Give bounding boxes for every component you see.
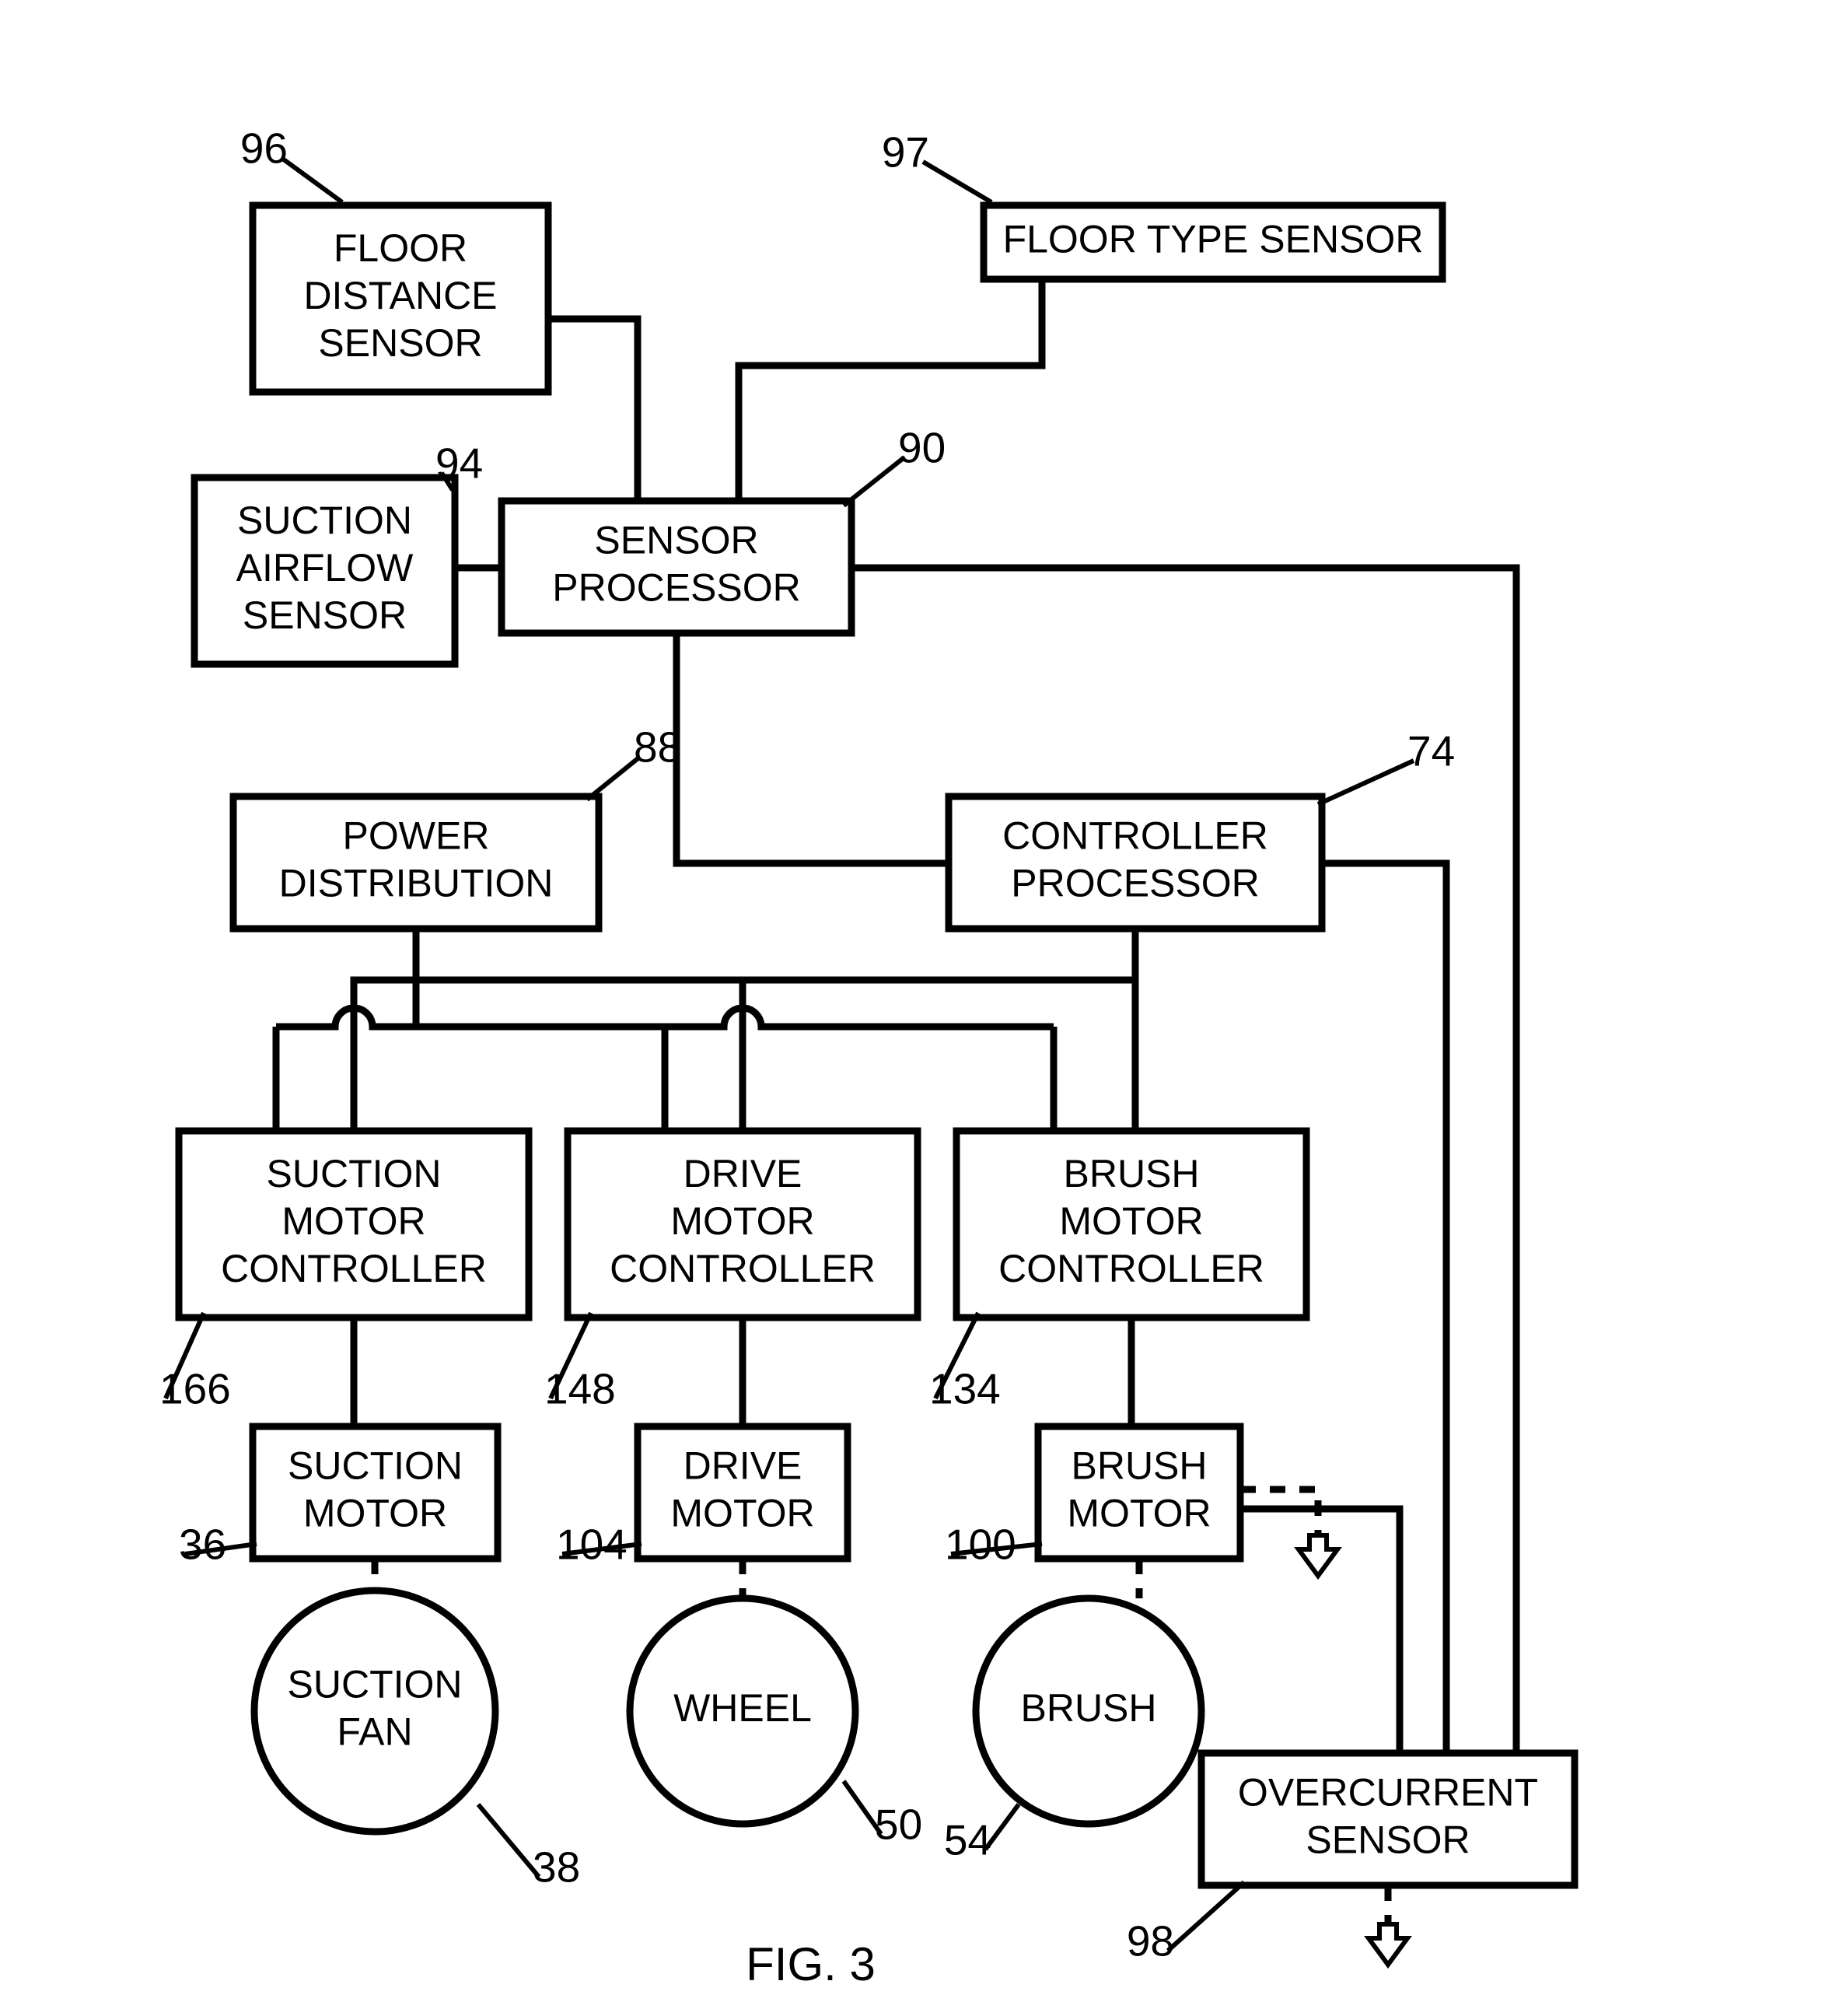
ref-label: 88 bbox=[634, 723, 681, 772]
power-distribution-label: POWER bbox=[343, 814, 490, 858]
floor-distance-sensor-label: SENSOR bbox=[318, 321, 482, 365]
overcurrent-sensor-label: OVERCURRENT bbox=[1238, 1771, 1538, 1815]
ref-leader bbox=[1318, 761, 1414, 804]
ref-label: 134 bbox=[929, 1365, 1001, 1413]
wire bbox=[1322, 863, 1446, 1753]
ref-label: 148 bbox=[544, 1365, 616, 1413]
floor-distance-sensor-label: DISTANCE bbox=[303, 274, 497, 317]
controller-processor-label: CONTROLLER bbox=[1002, 814, 1268, 858]
ref-label: 50 bbox=[875, 1801, 922, 1849]
suction-motor-label: SUCTION bbox=[288, 1444, 463, 1488]
ref-label: 97 bbox=[882, 128, 929, 177]
ref-leader bbox=[281, 158, 342, 202]
ref-leader bbox=[478, 1804, 539, 1877]
brush-motor-ctrl-label: MOTOR bbox=[1059, 1199, 1203, 1243]
suction-motor-ctrl-label: MOTOR bbox=[281, 1199, 425, 1243]
brush-motor-label: BRUSH bbox=[1071, 1444, 1207, 1488]
ref-label: 38 bbox=[533, 1843, 580, 1892]
suction-motor-label: MOTOR bbox=[303, 1492, 447, 1535]
ref-label: 104 bbox=[556, 1521, 628, 1569]
ref-leader bbox=[923, 162, 991, 202]
suction-airflow-sensor-label: SUCTION bbox=[237, 499, 412, 542]
suction-motor-ctrl-label: SUCTION bbox=[267, 1152, 442, 1195]
wire bbox=[677, 633, 949, 863]
power-bus bbox=[276, 1008, 1054, 1131]
wheel-label: WHEEL bbox=[673, 1686, 812, 1730]
suction-airflow-sensor-label: SENSOR bbox=[243, 593, 407, 637]
floor-type-sensor-label: FLOOR TYPE SENSOR bbox=[1003, 218, 1424, 261]
ref-label: 100 bbox=[945, 1521, 1016, 1569]
drive-motor-ctrl-label: CONTROLLER bbox=[610, 1247, 876, 1290]
arrow-down-icon bbox=[1369, 1924, 1407, 1965]
brush-motor-ctrl-label: BRUSH bbox=[1063, 1152, 1199, 1195]
drive-motor-label: DRIVE bbox=[684, 1444, 802, 1488]
sensor-processor-label: PROCESSOR bbox=[552, 566, 801, 610]
suction-fan-label: FAN bbox=[337, 1710, 412, 1754]
ref-leader bbox=[844, 457, 904, 506]
drive-motor-ctrl-label: MOTOR bbox=[670, 1199, 814, 1243]
power-distribution-label: DISTRIBUTION bbox=[279, 862, 554, 905]
ref-label: 98 bbox=[1127, 1917, 1174, 1965]
controller-bus bbox=[354, 980, 1135, 1131]
figure-caption: FIG. 3 bbox=[746, 1938, 876, 1990]
ref-label: 54 bbox=[944, 1816, 991, 1864]
suction-motor-ctrl-label: CONTROLLER bbox=[221, 1247, 487, 1290]
drive-motor-ctrl-label: DRIVE bbox=[684, 1152, 802, 1195]
ref-leader bbox=[1168, 1882, 1244, 1951]
wire bbox=[548, 319, 638, 501]
ref-label: 74 bbox=[1407, 727, 1455, 775]
controller-processor-label: PROCESSOR bbox=[1011, 862, 1260, 905]
ref-label: 36 bbox=[179, 1521, 226, 1569]
ref-label: 94 bbox=[435, 439, 483, 488]
brush-motor-ctrl-label: CONTROLLER bbox=[998, 1247, 1264, 1290]
dashed-connector bbox=[1240, 1489, 1318, 1556]
suction-fan-label: SUCTION bbox=[288, 1663, 463, 1706]
suction-airflow-sensor-label: AIRFLOW bbox=[236, 546, 414, 590]
sensor-processor-label: SENSOR bbox=[594, 519, 758, 562]
ref-leader bbox=[587, 757, 640, 800]
floor-distance-sensor-label: FLOOR bbox=[334, 226, 467, 270]
ref-label: 166 bbox=[159, 1365, 231, 1413]
brush-motor-label: MOTOR bbox=[1067, 1492, 1211, 1535]
drive-motor-label: MOTOR bbox=[670, 1492, 814, 1535]
arrow-down-icon bbox=[1299, 1535, 1337, 1576]
overcurrent-sensor-label: SENSOR bbox=[1306, 1818, 1470, 1862]
brush-label: BRUSH bbox=[1020, 1686, 1156, 1730]
ref-label: 96 bbox=[240, 124, 288, 173]
ref-label: 90 bbox=[898, 424, 946, 472]
